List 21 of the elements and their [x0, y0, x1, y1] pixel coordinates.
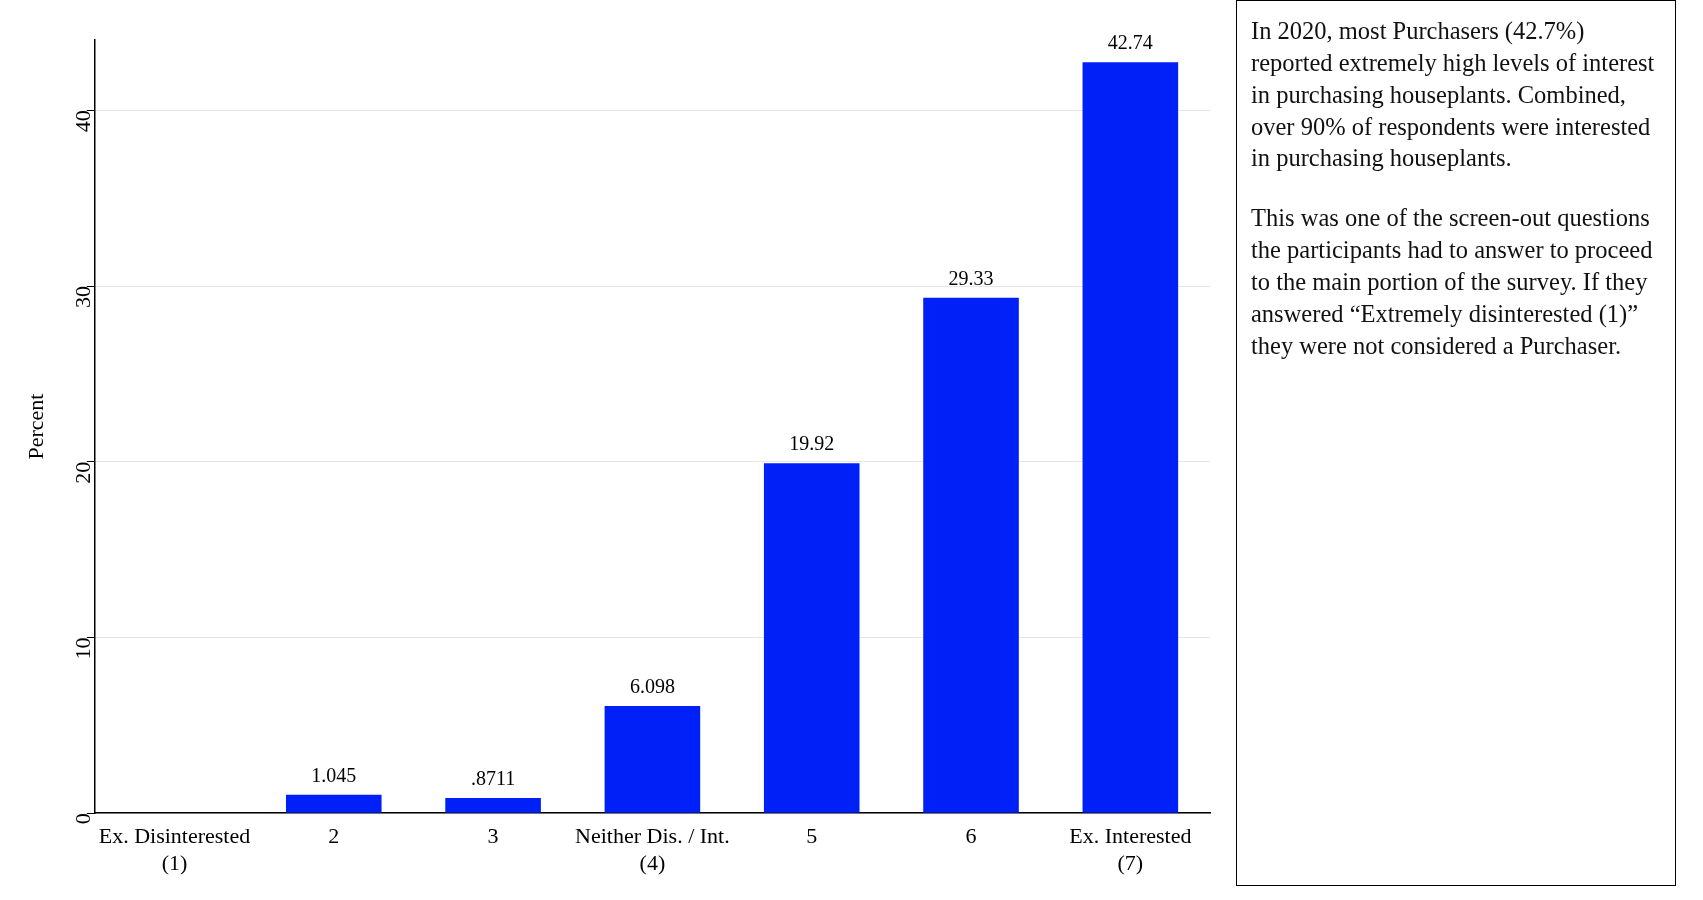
y-tick-label: 10: [69, 637, 95, 660]
x-tick-label: 3: [487, 823, 499, 849]
data-label: 42.74: [1107, 31, 1153, 54]
y-tick-label: 0: [69, 813, 95, 825]
x-tick-label: Ex. Disinterested (1): [98, 823, 251, 875]
x-tick-label: 6: [965, 823, 977, 849]
data-label: .8711: [470, 767, 516, 790]
y-tick-label: 20: [69, 461, 95, 484]
text: In 2020, most Purchasers (42.7%) reported extremely high levels of interest in purchasing houseplants. Combined, over 90% of respondents were interested in purchasing houseplants.: [1251, 16, 1656, 174]
x-tick-label: 2: [328, 823, 340, 849]
data-label: 1.045: [311, 764, 357, 787]
y-tick-label: 40: [69, 110, 95, 133]
y-tick-label: 30: [69, 286, 95, 309]
data-label: 19.92: [789, 432, 835, 455]
text: This was one of the screen-out questions the participants had to answer to proceed to the main portion of the survey. If they answered “Extremely disinterested (1)” they were not considered a Purchaser.: [1251, 203, 1654, 361]
data-label: 29.33: [948, 267, 994, 290]
x-tick-label: 5: [806, 823, 818, 849]
x-tick-label: Neither Dis. / Int. (4): [575, 823, 730, 875]
x-tick-label: Ex. Interested (7): [1069, 823, 1192, 875]
data-label: 6.098: [629, 675, 675, 698]
y-axis-title: Percent: [22, 393, 48, 460]
